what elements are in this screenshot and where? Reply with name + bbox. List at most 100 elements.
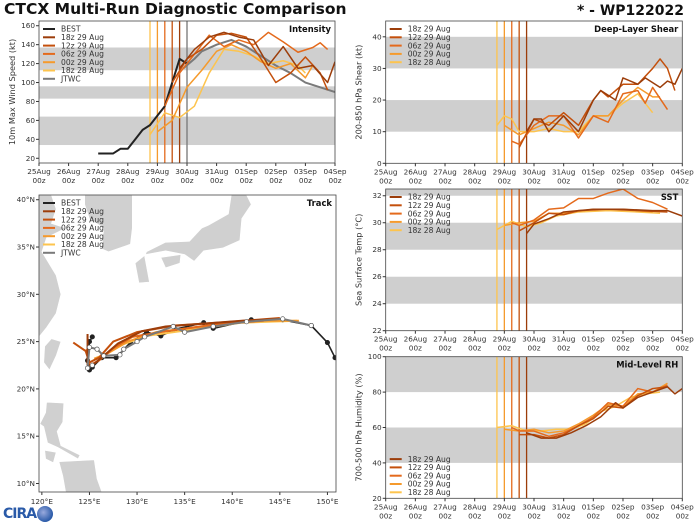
y-tick-label: 30°N xyxy=(17,290,35,299)
panel-title: SST xyxy=(661,192,679,202)
legend-label: 18z 28 Aug xyxy=(408,226,451,235)
y-tick-label: 140 xyxy=(21,40,35,49)
y-tick-label: 10°N xyxy=(17,479,35,488)
x-tick-label: 00z xyxy=(527,344,540,353)
sst-plot-area xyxy=(385,189,683,331)
track-point xyxy=(86,344,93,350)
y-tick-label: 25°N xyxy=(17,337,35,346)
x-tick-label: 125°E xyxy=(78,497,101,506)
track-point xyxy=(332,355,336,361)
legend-label: BEST xyxy=(61,199,81,208)
series-line xyxy=(519,386,668,439)
x-tick-label: 00z xyxy=(676,344,689,353)
x-tick-label: 26Aug xyxy=(404,167,428,176)
track-point xyxy=(94,346,100,352)
x-tick-label: 00z xyxy=(379,511,392,520)
legend-label: 12z 29 Aug xyxy=(408,201,451,210)
landmass-shikoku xyxy=(160,254,182,269)
y-tick-label: 40°N xyxy=(17,195,35,204)
x-tick-label: 00z xyxy=(62,176,75,185)
sst-panel: 25Aug00z26Aug00z27Aug00z28Aug00z29Aug00z… xyxy=(354,188,694,353)
x-tick-label: 27Aug xyxy=(433,335,457,344)
track-point xyxy=(324,340,330,346)
x-tick-label: 26Aug xyxy=(404,502,428,511)
x-tick-label: 00z xyxy=(557,511,570,520)
shear-plot-area xyxy=(385,21,683,164)
series-line xyxy=(171,32,329,91)
y-axis-label: 10m Max Wind Speed (kt) xyxy=(7,39,17,145)
x-tick-label: 00z xyxy=(299,176,312,185)
x-tick-label: 00z xyxy=(409,344,422,353)
panel-title: Deep-Layer Shear xyxy=(594,24,679,34)
plot-frame xyxy=(385,356,683,499)
x-tick-label: 31Aug xyxy=(205,167,229,176)
x-tick-label: 00z xyxy=(269,176,282,185)
x-tick-label: 00z xyxy=(587,344,600,353)
series-line xyxy=(504,382,668,434)
main-title: CTCX Multi-Run Diagnostic Comparison xyxy=(4,0,347,18)
y-tick-label: 120 xyxy=(21,59,35,68)
x-tick-label: 02Sep xyxy=(611,335,634,344)
legend-label: 12z 29 Aug xyxy=(61,215,104,224)
x-tick-label: 04Sep xyxy=(671,335,694,344)
x-tick-label: 27Aug xyxy=(86,167,110,176)
x-tick-label: 00z xyxy=(587,176,600,185)
landmass-luzon xyxy=(39,401,81,460)
y-tick-label: 80 xyxy=(26,97,36,106)
x-tick-label: 03Sep xyxy=(294,167,317,176)
track-point xyxy=(308,322,314,329)
x-tick-label: 03Sep xyxy=(641,335,664,344)
x-tick-label: 26Aug xyxy=(404,335,428,344)
x-tick-label: 130°E xyxy=(126,497,149,506)
legend-label: 00z 29 Aug xyxy=(61,58,104,67)
legend-label: 18z 28 Aug xyxy=(408,488,451,497)
y-tick-label: 20°N xyxy=(17,384,35,393)
x-tick-label: 00z xyxy=(32,176,45,185)
y-tick-label: 28 xyxy=(372,245,382,254)
storm-id: * - WP122022 xyxy=(576,3,684,19)
x-tick-label: 145°E xyxy=(269,497,292,506)
landmass-taiwan xyxy=(43,338,62,371)
x-tick-label: 00z xyxy=(616,176,629,185)
series-line xyxy=(179,31,335,84)
x-tick-label: 01Sep xyxy=(582,502,605,511)
x-tick-label: 28Aug xyxy=(463,167,487,176)
x-tick-label: 28Aug xyxy=(463,335,487,344)
x-tick-label: 00z xyxy=(646,511,659,520)
x-tick-label: 27Aug xyxy=(433,502,457,511)
series-line xyxy=(511,189,668,227)
track-point xyxy=(134,339,140,345)
legend-label: 00z 29 Aug xyxy=(61,232,104,241)
x-tick-label: 00z xyxy=(379,176,392,185)
plot-frame xyxy=(385,188,683,332)
y-axis-label: Sea Surface Temp (°C) xyxy=(354,214,364,306)
x-tick-label: 00z xyxy=(498,176,511,185)
x-tick-label: 00z xyxy=(468,344,481,353)
y-tick-label: 32 xyxy=(372,191,381,200)
shaded-band xyxy=(385,36,683,69)
intensity-panel: 25Aug00z26Aug00z27Aug00z28Aug00z29Aug00z… xyxy=(7,20,347,185)
x-tick-label: 27Aug xyxy=(433,167,457,176)
x-tick-label: 25Aug xyxy=(374,335,398,344)
x-tick-label: 02Sep xyxy=(611,502,634,511)
legend-label: 18z 29 Aug xyxy=(408,25,451,34)
legend-label: 18z 28 Aug xyxy=(408,58,451,67)
y-tick-label: 10 xyxy=(372,127,382,136)
y-tick-label: 40 xyxy=(372,458,382,467)
y-tick-label: 40 xyxy=(372,32,382,41)
y-tick-label: 80 xyxy=(372,388,382,397)
legend-label: 06z 29 Aug xyxy=(61,224,104,233)
x-tick-label: 00z xyxy=(210,176,223,185)
y-tick-label: 0 xyxy=(377,159,382,168)
x-tick-label: 04Sep xyxy=(671,502,694,511)
x-tick-label: 00z xyxy=(616,511,629,520)
landmass-japan xyxy=(134,195,252,284)
track-point xyxy=(210,323,216,330)
x-tick-label: 03Sep xyxy=(641,502,664,511)
legend-label: JTWC xyxy=(60,249,81,258)
shaded-band xyxy=(385,276,683,304)
y-tick-label: 30 xyxy=(372,218,382,227)
x-tick-label: 25Aug xyxy=(374,502,398,511)
y-tick-label: 160 xyxy=(21,21,35,30)
legend-label: 18z 29 Aug xyxy=(408,193,451,202)
